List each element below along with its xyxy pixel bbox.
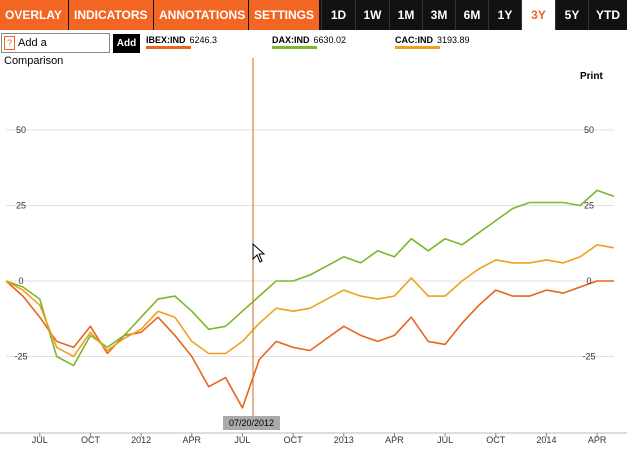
range-3y-button[interactable]: 3Y (521, 0, 555, 30)
y-tick-label-right: 0 (586, 276, 591, 286)
range-1w-button[interactable]: 1W (355, 0, 389, 30)
legend-swatch (146, 46, 191, 49)
legend-item-ibex[interactable]: IBEX:IND 6246.3 (146, 35, 218, 49)
add-comparison-button[interactable]: Add (113, 34, 140, 53)
cursor-arrow-icon (252, 242, 266, 263)
overlay-menu-label: OVERLAY (5, 8, 62, 22)
legend-value: 6246.3 (189, 35, 218, 45)
toolbar: OVERLAY INDICATORS ANNOTATIONS SETTINGS … (0, 0, 627, 49)
range-1d-button[interactable]: 1D (321, 0, 355, 30)
legend-swatch (272, 46, 317, 49)
legend-value: 3193.89 (437, 35, 470, 45)
x-tick-label: 2014 (536, 435, 556, 445)
x-tick-label: JUL (32, 435, 48, 445)
legend-symbol: IBEX:IND (146, 35, 186, 45)
y-tick-label-right: 50 (584, 125, 594, 135)
x-tick-label: 2012 (131, 435, 151, 445)
chart-lines (5, 189, 615, 409)
chart-ticks: JUL OCT 2012 APR JUL OCT 2013 APR JUL OCT 2014 APR 5… (14, 125, 606, 445)
range-5y-button[interactable]: 5Y (555, 0, 588, 30)
settings-menu-label: SETTINGS (254, 8, 315, 22)
overlay-menu-button[interactable]: OVERLAY (0, 0, 68, 49)
indicators-menu-label: INDICATORS (74, 8, 148, 22)
legend-swatch (395, 46, 440, 49)
x-tick-label: 2013 (334, 435, 354, 445)
x-tick-label: JUL (234, 435, 250, 445)
chart-grid (0, 129, 627, 434)
x-tick-label: APR (588, 435, 607, 445)
settings-menu-button[interactable]: SETTINGS (249, 0, 319, 49)
annotations-menu-button[interactable]: ANNOTATIONS (154, 0, 248, 49)
x-tick-label: APR (385, 435, 404, 445)
legend-value: 6630.02 (313, 35, 347, 45)
series-line-cac (5, 244, 615, 358)
x-tick-label: JUL (437, 435, 453, 445)
series-line-dax (5, 189, 615, 367)
legend-symbol: DAX:IND (272, 35, 310, 45)
y-tick-label-right: 25 (584, 201, 594, 211)
range-1m-button[interactable]: 1M (389, 0, 422, 30)
y-tick-label-right: -25 (582, 352, 595, 362)
legend-item-cac[interactable]: CAC:IND 3193.89 (395, 35, 470, 49)
range-6m-button[interactable]: 6M (455, 0, 488, 30)
annotations-menu-label: ANNOTATIONS (159, 8, 246, 22)
x-tick-label: OCT (81, 435, 101, 445)
y-tick-label-left: 0 (18, 276, 23, 286)
x-tick-label: OCT (486, 435, 506, 445)
series-line-ibex (5, 280, 614, 409)
comparison-input[interactable]: ? Add a Comparison (1, 33, 110, 67)
legend-symbol: CAC:IND (395, 35, 433, 45)
y-tick-label-left: 50 (16, 125, 26, 135)
range-3m-button[interactable]: 3M (422, 0, 455, 30)
range-1y-button[interactable]: 1Y (488, 0, 521, 30)
legend-item-dax[interactable]: DAX:IND 6630.02 (272, 35, 347, 49)
print-link[interactable]: Print (580, 71, 603, 82)
x-tick-label: APR (183, 435, 202, 445)
indicators-menu-button[interactable]: INDICATORS (69, 0, 153, 49)
comparison-placeholder: Add a Comparison (4, 37, 64, 67)
crosshair-date-label: 07/20/2012 (223, 416, 280, 430)
y-tick-label-left: -25 (14, 352, 27, 362)
help-icon[interactable]: ? (4, 36, 15, 51)
x-tick-label: OCT (284, 435, 304, 445)
range-ytd-button[interactable]: YTD (588, 0, 627, 30)
y-tick-label-left: 25 (16, 201, 26, 211)
